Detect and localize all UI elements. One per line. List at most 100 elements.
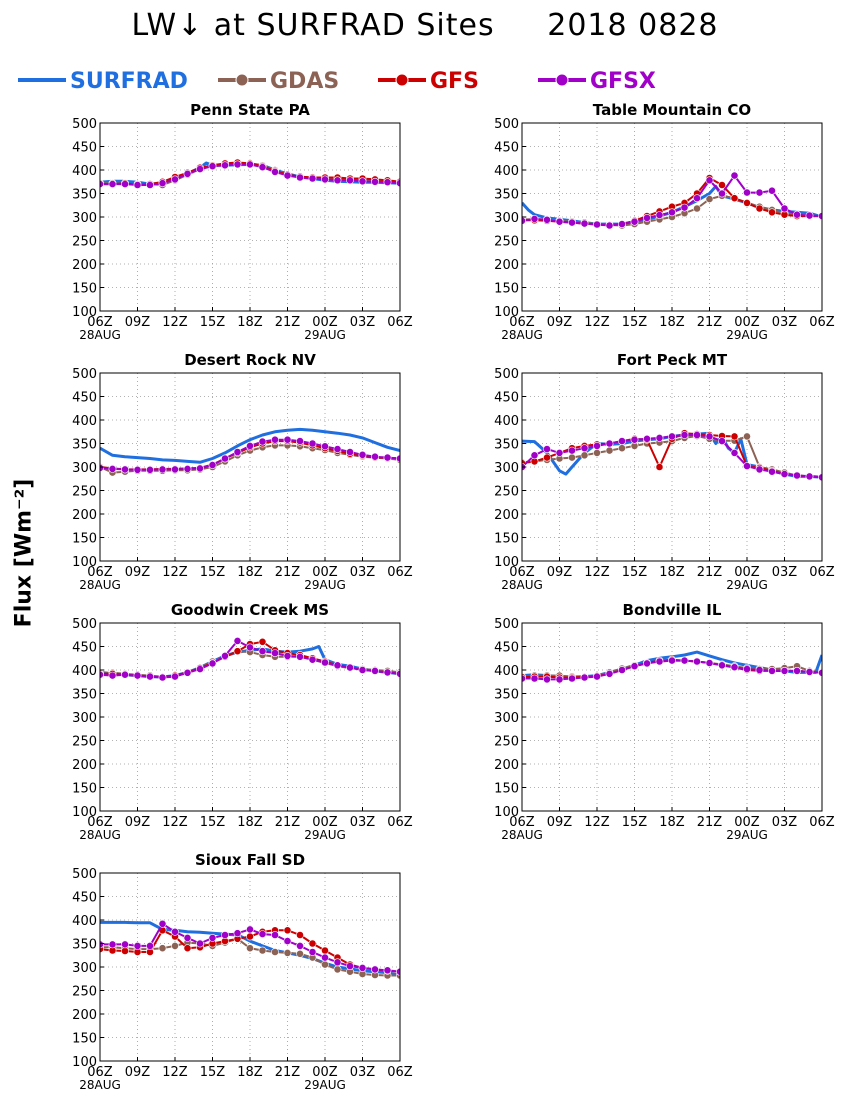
y-tick-label: 200 (72, 258, 97, 273)
data-point (333, 661, 342, 670)
series-gfsx (522, 431, 822, 482)
y-tick-label: 500 (72, 867, 97, 882)
data-point (133, 670, 142, 679)
data-point (680, 198, 689, 207)
panel-title: Table Mountain CO (593, 101, 751, 119)
x-tick-label: 03Z (350, 565, 376, 580)
data-point (296, 652, 304, 661)
data-point (246, 159, 254, 168)
data-point (396, 668, 400, 677)
data-point (630, 661, 639, 670)
data-point (793, 210, 801, 219)
data-point (133, 180, 142, 188)
series-line (100, 920, 400, 977)
data-point (321, 960, 329, 969)
panel-title: Bondville IL (623, 601, 722, 619)
data-point (358, 970, 367, 978)
series-line (100, 922, 400, 973)
data-point (396, 967, 400, 976)
data-point (196, 664, 204, 672)
data-point (171, 175, 179, 184)
data-point (296, 173, 304, 182)
x-tick-label: 00Z (312, 815, 338, 830)
y-tick-label: 250 (494, 235, 519, 250)
data-point (680, 203, 689, 212)
series-gdas (100, 441, 400, 477)
data-point (383, 453, 392, 462)
data-point (283, 949, 292, 957)
data-point (283, 937, 292, 945)
data-point (171, 671, 179, 680)
data-point (258, 162, 267, 171)
panel-title: Goodwin Creek MS (171, 601, 329, 619)
data-point (693, 189, 701, 198)
data-point (221, 457, 229, 466)
data-point (133, 671, 142, 680)
data-point (183, 170, 192, 179)
data-point (158, 673, 167, 681)
data-point (543, 671, 551, 680)
data-point (100, 180, 104, 188)
data-point (593, 448, 601, 457)
x-tick-label: 06Z (387, 315, 413, 330)
data-point (100, 180, 104, 188)
data-point (743, 666, 751, 674)
data-point (208, 659, 217, 667)
data-point (233, 160, 242, 169)
data-point (605, 221, 614, 230)
data-point (233, 448, 242, 457)
data-point (233, 934, 242, 943)
data-point (146, 180, 154, 188)
plot-frame (99, 622, 401, 812)
data-point (358, 964, 367, 972)
data-point (568, 446, 576, 455)
y-tick-label: 250 (72, 485, 97, 500)
data-point (371, 176, 379, 185)
data-point (568, 673, 576, 682)
data-point (308, 441, 317, 450)
data-point (593, 220, 601, 229)
data-point (630, 217, 639, 226)
x-tick-label: 09Z (547, 815, 573, 830)
y-tick-label: 150 (494, 782, 519, 797)
x-date-label: 28AUG (79, 828, 121, 842)
data-point (793, 662, 801, 671)
series-line (100, 161, 400, 186)
data-point (308, 948, 317, 956)
x-tick-label: 06Z (87, 815, 113, 830)
data-point (196, 165, 204, 173)
y-tick-label: 250 (494, 485, 519, 500)
data-point (271, 441, 279, 450)
data-point (171, 466, 179, 475)
data-point (358, 666, 367, 674)
data-point (133, 671, 142, 680)
data-point (780, 664, 789, 672)
data-point (805, 472, 814, 481)
data-point (768, 205, 776, 214)
series-line (522, 434, 822, 479)
y-tick-label: 100 (72, 805, 97, 820)
data-point (555, 448, 564, 457)
data-point (371, 177, 379, 186)
data-point (543, 215, 551, 224)
series-line (100, 640, 400, 678)
data-point (555, 448, 564, 457)
data-point (308, 173, 317, 182)
data-point (543, 216, 551, 225)
data-point (668, 213, 676, 221)
panel-title: Desert Rock NV (184, 351, 316, 369)
data-point (718, 181, 726, 189)
data-point (618, 666, 626, 674)
y-tick-label: 300 (72, 211, 97, 226)
x-date-label: 29AUG (726, 578, 768, 592)
data-point (271, 646, 279, 655)
legend-label: GFS (430, 69, 479, 94)
data-point (655, 438, 664, 447)
data-point (618, 437, 626, 445)
data-point (171, 671, 179, 680)
data-point (693, 657, 701, 666)
data-point (543, 672, 551, 681)
series-gfs (522, 429, 822, 482)
data-point (396, 177, 400, 186)
x-tick-label: 12Z (162, 815, 188, 830)
